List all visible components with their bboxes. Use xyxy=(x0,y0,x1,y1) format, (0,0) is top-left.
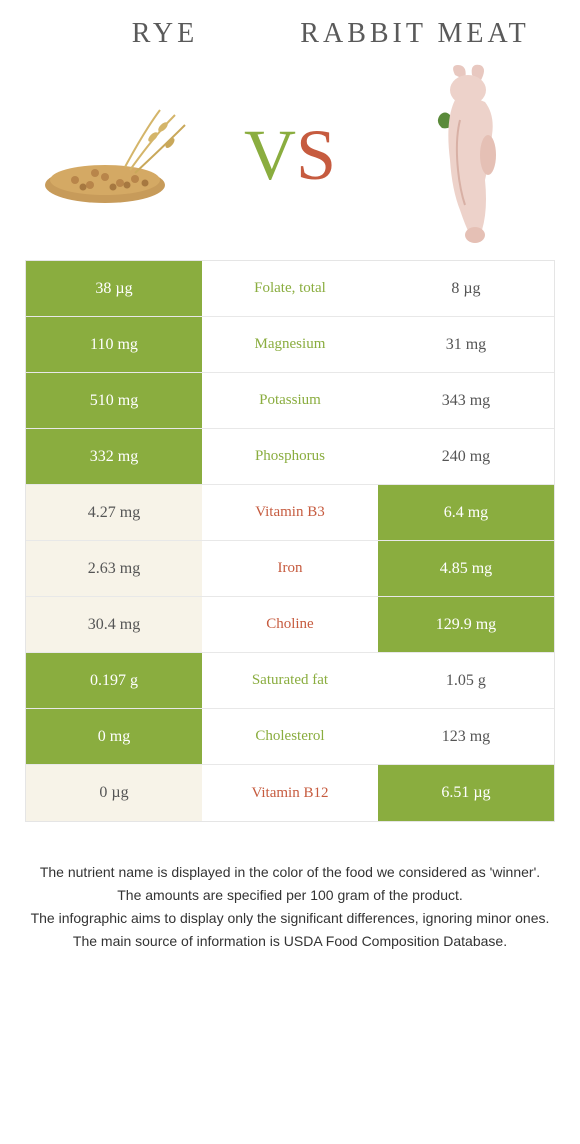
value-right: 31 mg xyxy=(378,317,554,372)
table-row: 4.27 mgVitamin B36.4 mg xyxy=(26,485,554,541)
nutrient-label: Iron xyxy=(202,541,378,596)
vs-v: V xyxy=(244,114,296,197)
title-right: RABBIT MEAT xyxy=(290,18,540,50)
table-row: 110 mgMagnesium31 mg xyxy=(26,317,554,373)
value-left: 30.4 mg xyxy=(26,597,202,652)
value-right: 6.51 µg xyxy=(378,765,554,821)
value-right: 1.05 g xyxy=(378,653,554,708)
footer-notes: The nutrient name is displayed in the co… xyxy=(0,822,580,952)
footer-line-2: The amounts are specified per 100 gram o… xyxy=(30,885,550,906)
images-row: VS xyxy=(0,60,580,260)
table-row: 30.4 mgCholine129.9 mg xyxy=(26,597,554,653)
nutrient-label: Cholesterol xyxy=(202,709,378,764)
value-right: 343 mg xyxy=(378,373,554,428)
value-left: 0.197 g xyxy=(26,653,202,708)
vs-label: VS xyxy=(244,114,336,197)
value-left: 0 mg xyxy=(26,709,202,764)
footer-line-3: The infographic aims to display only the… xyxy=(30,908,550,929)
infographic-container: RYE RABBIT MEAT VS xyxy=(0,0,580,952)
value-right: 4.85 mg xyxy=(378,541,554,596)
value-right: 6.4 mg xyxy=(378,485,554,540)
table-row: 0.197 gSaturated fat1.05 g xyxy=(26,653,554,709)
nutrient-table: 38 µgFolate, total8 µg110 mgMagnesium31 … xyxy=(25,260,555,822)
nutrient-label: Vitamin B3 xyxy=(202,485,378,540)
table-row: 38 µgFolate, total8 µg xyxy=(26,261,554,317)
table-row: 510 mgPotassium343 mg xyxy=(26,373,554,429)
rabbit-image xyxy=(380,70,550,240)
rye-icon xyxy=(35,95,195,215)
rabbit-icon xyxy=(400,60,530,250)
table-row: 332 mgPhosphorus240 mg xyxy=(26,429,554,485)
table-row: 0 µgVitamin B126.51 µg xyxy=(26,765,554,821)
footer-line-1: The nutrient name is displayed in the co… xyxy=(30,862,550,883)
vs-s: S xyxy=(296,114,336,197)
nutrient-label: Folate, total xyxy=(202,261,378,316)
footer-line-4: The main source of information is USDA F… xyxy=(30,931,550,952)
value-left: 2.63 mg xyxy=(26,541,202,596)
nutrient-label: Potassium xyxy=(202,373,378,428)
table-row: 2.63 mgIron4.85 mg xyxy=(26,541,554,597)
nutrient-label: Magnesium xyxy=(202,317,378,372)
table-row: 0 mgCholesterol123 mg xyxy=(26,709,554,765)
value-right: 240 mg xyxy=(378,429,554,484)
rye-image xyxy=(30,70,200,240)
value-right: 8 µg xyxy=(378,261,554,316)
nutrient-label: Phosphorus xyxy=(202,429,378,484)
header-row: RYE RABBIT MEAT xyxy=(0,0,580,60)
value-left: 510 mg xyxy=(26,373,202,428)
nutrient-label: Saturated fat xyxy=(202,653,378,708)
title-left: RYE xyxy=(40,18,290,50)
value-left: 0 µg xyxy=(26,765,202,821)
value-left: 38 µg xyxy=(26,261,202,316)
value-left: 4.27 mg xyxy=(26,485,202,540)
value-right: 129.9 mg xyxy=(378,597,554,652)
value-left: 110 mg xyxy=(26,317,202,372)
nutrient-label: Vitamin B12 xyxy=(202,765,378,821)
value-right: 123 mg xyxy=(378,709,554,764)
nutrient-label: Choline xyxy=(202,597,378,652)
value-left: 332 mg xyxy=(26,429,202,484)
